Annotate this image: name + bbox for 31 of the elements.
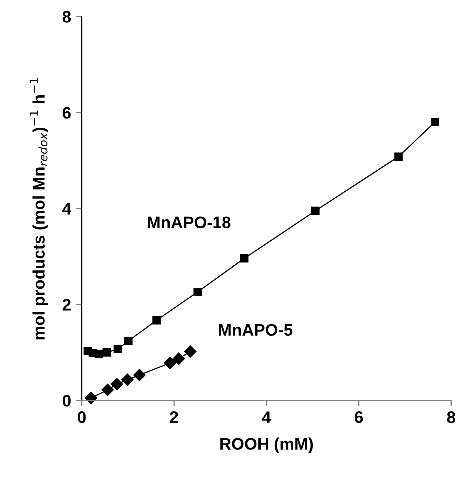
point <box>110 378 124 390</box>
point <box>114 345 122 354</box>
series-label: MnAPO-5 <box>219 324 293 336</box>
point <box>172 352 186 366</box>
x-axis-title: ROOH (mM) <box>220 438 314 454</box>
x-tick-label: 6 <box>355 412 364 424</box>
point <box>431 118 440 126</box>
y-axis-title: mol products (mol Mn$_{redox}$)$^{−1}$ h$^{−1}$ <box>30 78 48 340</box>
point <box>311 206 320 216</box>
point <box>240 254 249 263</box>
point <box>134 369 146 382</box>
x-tick-label: 2 <box>170 412 178 424</box>
y-tick-label: 4 <box>62 203 72 215</box>
point <box>94 350 104 358</box>
point <box>184 346 197 358</box>
x-tick-label: 8 <box>447 412 456 424</box>
point <box>122 374 134 386</box>
point <box>102 384 114 396</box>
point <box>194 288 202 296</box>
y-tick-label: 6 <box>62 107 71 119</box>
point <box>152 316 161 325</box>
point <box>164 357 176 370</box>
x-tick-label: 4 <box>262 412 272 424</box>
series-label: MnAPO-18 <box>148 216 231 229</box>
y-tick-label: 8 <box>62 11 72 23</box>
x-tick-label: 0 <box>78 412 86 424</box>
point <box>124 337 133 346</box>
y-tick-label: 2 <box>62 299 71 311</box>
y-tick-label: 0 <box>62 395 71 407</box>
point <box>102 348 112 357</box>
point <box>394 152 403 162</box>
